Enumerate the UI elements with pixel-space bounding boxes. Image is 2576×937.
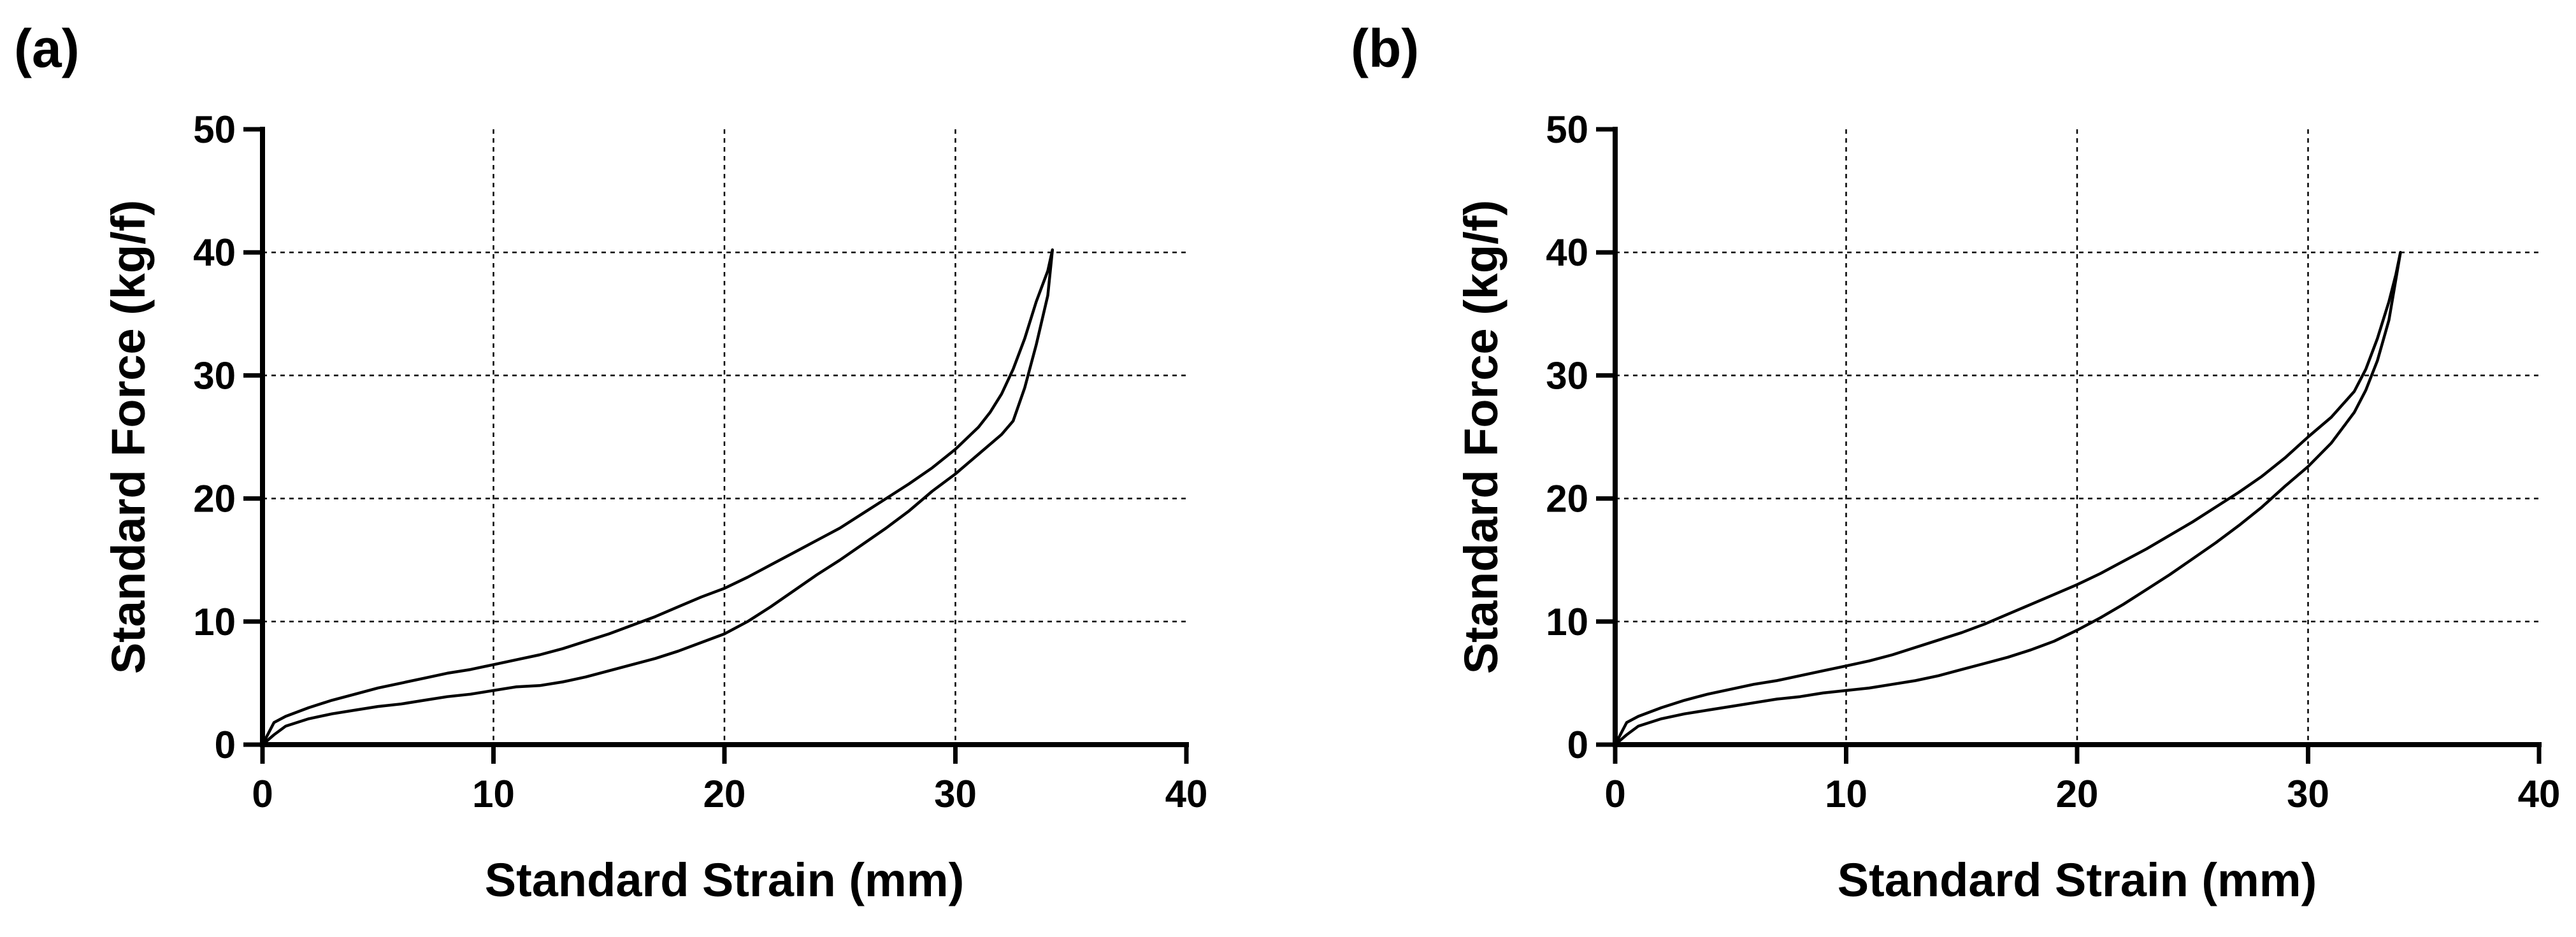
x-tick-label: 0 xyxy=(1604,773,1625,815)
chart-panel-2: (b) 0 10 20 30 40 0 10 20 30 40 50 Standard Strain (… xyxy=(1351,18,2560,906)
x-tick-label: 20 xyxy=(2056,773,2099,815)
x-tick-label: 0 xyxy=(252,773,273,815)
panel-label: (a) xyxy=(14,18,80,78)
series-line-unloading xyxy=(1613,250,2402,747)
x-tick-label: 40 xyxy=(1165,773,1208,815)
x-tick-label: 30 xyxy=(2287,773,2329,815)
y-tick-label: 50 xyxy=(193,108,236,151)
x-axis-title: Standard Strain (mm) xyxy=(485,854,964,906)
series-line-unloading xyxy=(261,248,1054,747)
x-tick-label: 20 xyxy=(703,773,746,815)
x-tick-label: 10 xyxy=(1825,773,1867,815)
y-tick-label: 20 xyxy=(193,478,236,520)
series-line-loading xyxy=(261,248,1054,747)
x-tick-label: 40 xyxy=(2518,773,2561,815)
y-tick-label: 10 xyxy=(1546,601,1588,643)
x-axis-title: Standard Strain (mm) xyxy=(1838,854,2317,906)
chart-panel-1: (a) 0 10 20 30 40 0 10 20 30 40 50 Standard Strain (… xyxy=(14,18,1207,906)
series-line-loading xyxy=(1613,250,2402,747)
x-tick-label: 10 xyxy=(472,773,515,815)
y-tick-label: 20 xyxy=(1546,478,1588,520)
y-tick-label: 10 xyxy=(193,601,236,643)
y-tick-label: 0 xyxy=(1567,724,1588,766)
y-tick-label: 0 xyxy=(215,724,236,766)
panel-label: (b) xyxy=(1351,18,1419,78)
y-tick-label: 30 xyxy=(1546,354,1588,397)
y-tick-label: 40 xyxy=(1546,231,1588,274)
y-tick-label: 40 xyxy=(193,231,236,274)
x-tick-label: 30 xyxy=(934,773,977,815)
y-axis-title: Standard Force (kg/f) xyxy=(102,200,155,674)
y-tick-label: 50 xyxy=(1546,108,1588,151)
y-axis-title: Standard Force (kg/f) xyxy=(1455,200,1507,674)
y-tick-label: 30 xyxy=(193,354,236,397)
